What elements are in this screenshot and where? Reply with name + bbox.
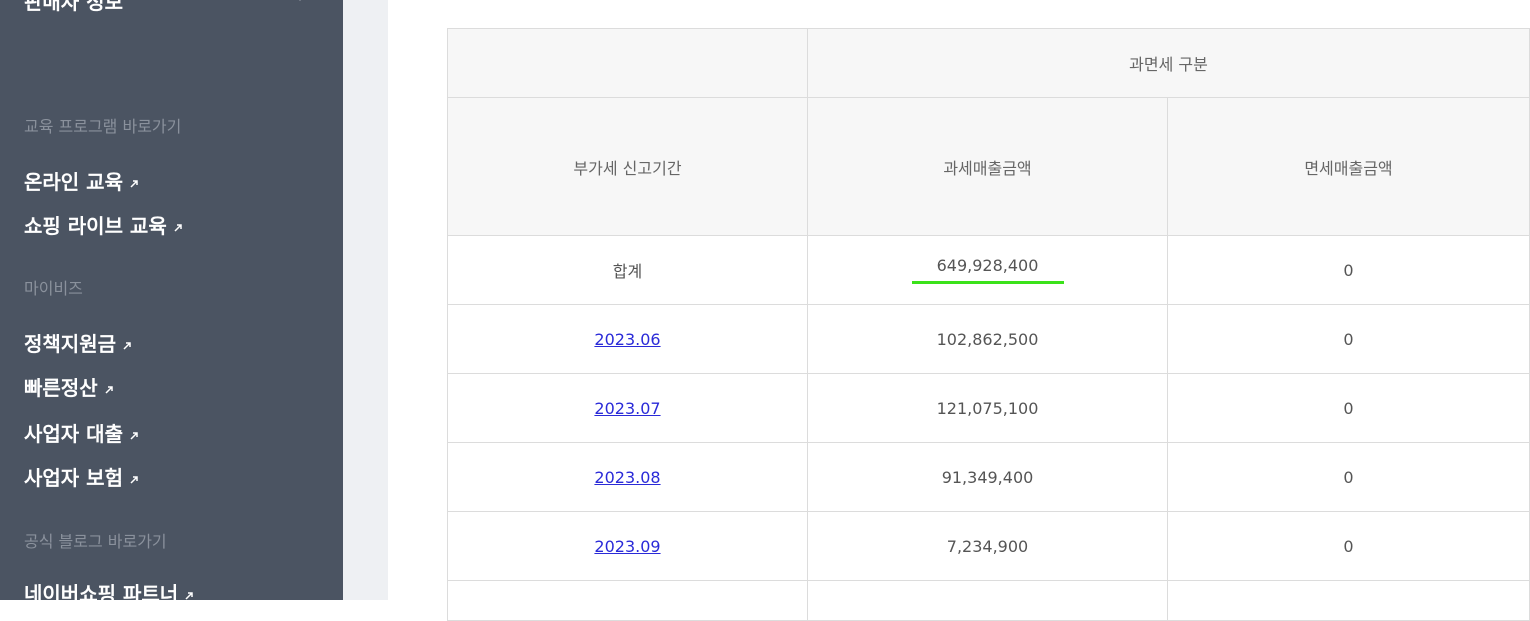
table-cell: 102,862,500 [807,304,1168,374]
table-cell: 91,349,400 [807,442,1168,512]
table-cell: 649,928,400 [807,235,1168,305]
table-cell [1167,580,1530,621]
table-cell: 0 [1167,511,1530,581]
section-title: 공식 블로그 바로가기 [24,532,167,551]
gutter [343,0,388,600]
cell-text: 0 [1343,398,1354,418]
sidebar-link[interactable]: 사업자 대출 [24,418,139,447]
highlight-underline [911,281,1064,284]
link-text[interactable]: 온라인 교육 [24,170,123,194]
link-text[interactable]: 사업자 대출 [24,422,123,446]
table-cell: 2023.08 [447,442,808,512]
column-header: 면세매출금액 [1167,97,1530,236]
sidebar-link[interactable]: 네이버쇼핑 파트너 [24,578,194,600]
table-cell: 0 [1167,373,1530,443]
table-row: 2023.09 7,234,900 0 [447,511,1530,581]
header-row: 과면세 구분 [447,28,1530,98]
link-text[interactable]: 사업자 보험 [24,466,123,490]
table-cell: 121,075,100 [807,373,1168,443]
link-text[interactable]: 네이버쇼핑 파트너 [24,582,179,600]
sidebar-link[interactable]: 온라인 교육 [24,166,139,195]
link-text[interactable]: 정책지원금 [24,332,116,356]
period-link[interactable]: 2023.09 [594,536,661,556]
header-cell [447,28,808,98]
table-row: 2023.07 121,075,100 0 [447,373,1530,443]
table-cell: 2023.07 [447,373,808,443]
external-icon [130,431,138,440]
external-icon [130,475,138,484]
cell-text: 91,349,400 [941,467,1034,487]
section-title: 교육 프로그램 바로가기 [24,117,182,136]
period-link[interactable]: 2023.06 [594,329,661,349]
column-header: 과세매출금액 [807,97,1168,236]
cell-text: 121,075,100 [936,398,1039,418]
external-icon [105,385,113,394]
sidebar-link[interactable]: 쇼핑 라이브 교육 [24,210,183,239]
cell-text: 7,234,900 [946,536,1029,556]
sidebar-link[interactable]: 정책지원금 [24,328,132,357]
cell-text: 0 [1343,260,1354,280]
period-link[interactable]: 2023.08 [594,467,661,487]
table-cell [447,580,808,621]
sidebar-link[interactable]: 빠른정산 [24,372,114,401]
table-row [447,580,1530,621]
table-cell: 0 [1167,304,1530,374]
cell-text: 0 [1343,536,1354,556]
table-cell: 0 [1167,442,1530,512]
column-header: 부가세 신고기간 [447,97,808,236]
external-icon [185,591,193,600]
header-row: 부가세 신고기간 과세매출금액 면세매출금액 [447,97,1530,236]
cell-text: 649,928,400 [936,256,1039,275]
table-cell [807,580,1168,621]
cell-text: 102,862,500 [936,329,1039,349]
external-icon [123,341,131,350]
cell-text: 합계 [612,262,643,281]
period-link[interactable]: 2023.07 [594,398,661,418]
chevron-icon [298,0,302,2]
table-cell: 0 [1167,235,1530,305]
table-cell: 7,234,900 [807,511,1168,581]
link-text[interactable]: 빠른정산 [24,376,98,400]
sidebar-header[interactable]: 판매자 정보 [24,0,123,14]
external-icon [174,223,182,232]
cell-text: 0 [1343,329,1354,349]
section-title: 마이비즈 [24,279,83,298]
table-cell: 합계 [447,235,808,305]
link-text[interactable]: 쇼핑 라이브 교육 [24,214,167,238]
table-cell: 2023.09 [447,511,808,581]
header-cell: 과면세 구분 [807,28,1530,98]
sidebar-link[interactable]: 사업자 보험 [24,462,139,491]
external-icon [130,179,138,188]
table-row: 2023.06 102,862,500 0 [447,304,1530,374]
table-row: 2023.08 91,349,400 0 [447,442,1530,512]
table-row: 합계 649,928,400 0 [447,235,1530,305]
table-cell: 2023.06 [447,304,808,374]
cell-text: 0 [1343,467,1354,487]
